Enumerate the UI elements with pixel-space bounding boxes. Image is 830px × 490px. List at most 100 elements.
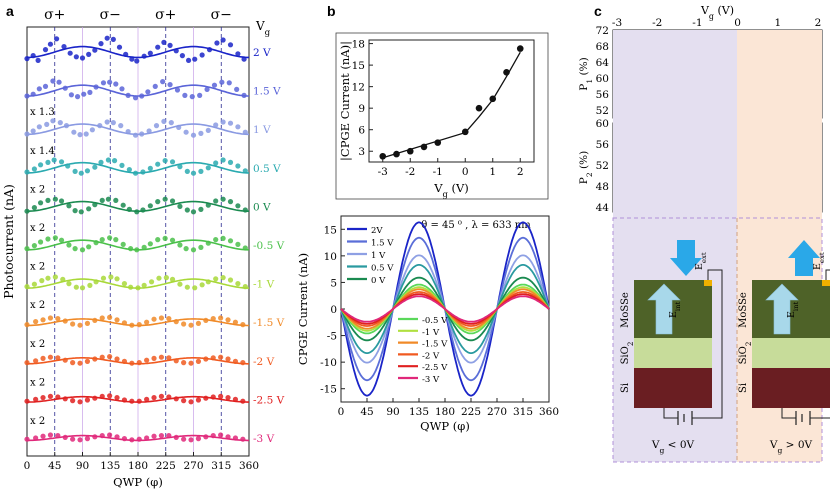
data-point bbox=[24, 131, 30, 137]
data-point bbox=[168, 120, 174, 126]
data-point bbox=[113, 197, 119, 203]
x-tick-label: 270 bbox=[183, 460, 203, 472]
x-tick-label: -3 bbox=[378, 166, 388, 178]
x-tick-label: 0 bbox=[24, 460, 31, 472]
data-point bbox=[218, 354, 224, 360]
data-point bbox=[516, 45, 524, 52]
data-point bbox=[152, 83, 158, 89]
data-point bbox=[213, 122, 219, 128]
top-x-tick-label: 0 bbox=[734, 17, 741, 29]
internal-field-label: Eint bbox=[786, 301, 800, 318]
data-point bbox=[121, 320, 128, 326]
data-point bbox=[163, 275, 169, 281]
y-tick-label: -10 bbox=[320, 357, 337, 369]
data-point bbox=[78, 170, 84, 176]
data-point bbox=[181, 436, 187, 442]
data-point bbox=[60, 276, 66, 282]
data-point bbox=[169, 237, 176, 243]
data-point bbox=[93, 240, 99, 246]
y-axis-label: P1 (%) bbox=[578, 57, 594, 90]
x-tick-label: 180 bbox=[435, 406, 455, 418]
panel-b-cpge-plot: 0 45 90 135 180 225 270 315 360 15 10 5 0 -5 -10 -15 QWP… bbox=[296, 215, 559, 433]
data-point bbox=[79, 55, 86, 61]
data-point bbox=[99, 315, 105, 321]
data-point bbox=[155, 161, 161, 167]
data-point bbox=[121, 397, 128, 403]
data-point bbox=[139, 131, 145, 137]
data-point bbox=[114, 317, 120, 323]
data-point bbox=[71, 129, 77, 135]
data-point bbox=[98, 159, 104, 165]
data-point bbox=[31, 166, 37, 172]
data-point bbox=[62, 434, 68, 440]
data-point bbox=[52, 235, 58, 241]
data-point bbox=[136, 322, 142, 328]
data-point bbox=[177, 164, 183, 170]
data-point bbox=[47, 315, 54, 321]
data-point bbox=[235, 124, 241, 130]
y-tick-label: 9 bbox=[358, 103, 365, 115]
data-point bbox=[33, 319, 39, 325]
data-point bbox=[205, 240, 211, 246]
panel-label-c: c bbox=[594, 3, 602, 19]
data-point bbox=[92, 47, 98, 53]
data-point bbox=[227, 120, 234, 126]
data-point bbox=[30, 91, 36, 97]
top-x-tick-label: -1 bbox=[692, 17, 702, 29]
data-point bbox=[55, 316, 61, 322]
gate-voltage-caption: Vg < 0V bbox=[651, 439, 695, 455]
data-point bbox=[136, 436, 142, 442]
data-point bbox=[93, 279, 99, 285]
data-point bbox=[72, 246, 78, 252]
data-point bbox=[87, 282, 93, 288]
data-point bbox=[147, 203, 153, 209]
data-point bbox=[204, 86, 210, 92]
data-point bbox=[66, 242, 72, 248]
external-field-label: Eext bbox=[812, 252, 826, 270]
data-point bbox=[100, 80, 107, 86]
series-label: -1 V bbox=[253, 279, 275, 291]
y-tick-label: 44 bbox=[596, 202, 610, 214]
legend-label: -2.5 V bbox=[422, 363, 448, 373]
internal-field-label: Eint bbox=[668, 301, 682, 318]
data-point bbox=[31, 205, 37, 211]
data-point bbox=[52, 274, 58, 280]
data-point bbox=[220, 37, 226, 43]
data-point bbox=[144, 435, 150, 441]
data-point bbox=[162, 158, 168, 164]
data-point bbox=[119, 86, 125, 92]
data-point bbox=[147, 50, 153, 56]
scale-factor-label: x 2 bbox=[30, 184, 45, 195]
si-layer bbox=[752, 368, 830, 408]
top-x-tick-label: -3 bbox=[612, 17, 622, 29]
data-point bbox=[92, 434, 98, 440]
data-point bbox=[213, 237, 219, 243]
data-point bbox=[84, 436, 91, 442]
data-point bbox=[78, 209, 84, 215]
internal-field-arrow bbox=[765, 283, 799, 335]
data-point bbox=[184, 207, 190, 213]
data-point bbox=[182, 92, 188, 98]
legend-label: 0 V bbox=[371, 276, 386, 286]
layer-label-mosse: MoSSe bbox=[738, 292, 749, 328]
data-point bbox=[132, 170, 139, 176]
y-tick-label: -5 bbox=[327, 331, 337, 343]
scale-factor-label: x 2 bbox=[30, 300, 45, 311]
data-point bbox=[118, 123, 124, 129]
series-label: 1 V bbox=[253, 124, 271, 136]
data-point bbox=[24, 169, 30, 175]
data-point bbox=[461, 128, 469, 136]
legend-label: -1.5 V bbox=[422, 340, 448, 350]
data-point bbox=[74, 94, 81, 100]
data-point bbox=[30, 53, 36, 59]
data-point bbox=[123, 51, 129, 58]
y-tick-label: 18 bbox=[352, 39, 365, 51]
data-point bbox=[227, 277, 234, 283]
annotation: θ = 45 ⁰ , λ = 633 nm bbox=[421, 220, 531, 231]
data-point bbox=[195, 436, 202, 442]
data-point bbox=[183, 246, 189, 252]
data-point bbox=[210, 394, 216, 400]
data-point bbox=[188, 360, 194, 366]
x-tick-label: 360 bbox=[239, 460, 259, 472]
